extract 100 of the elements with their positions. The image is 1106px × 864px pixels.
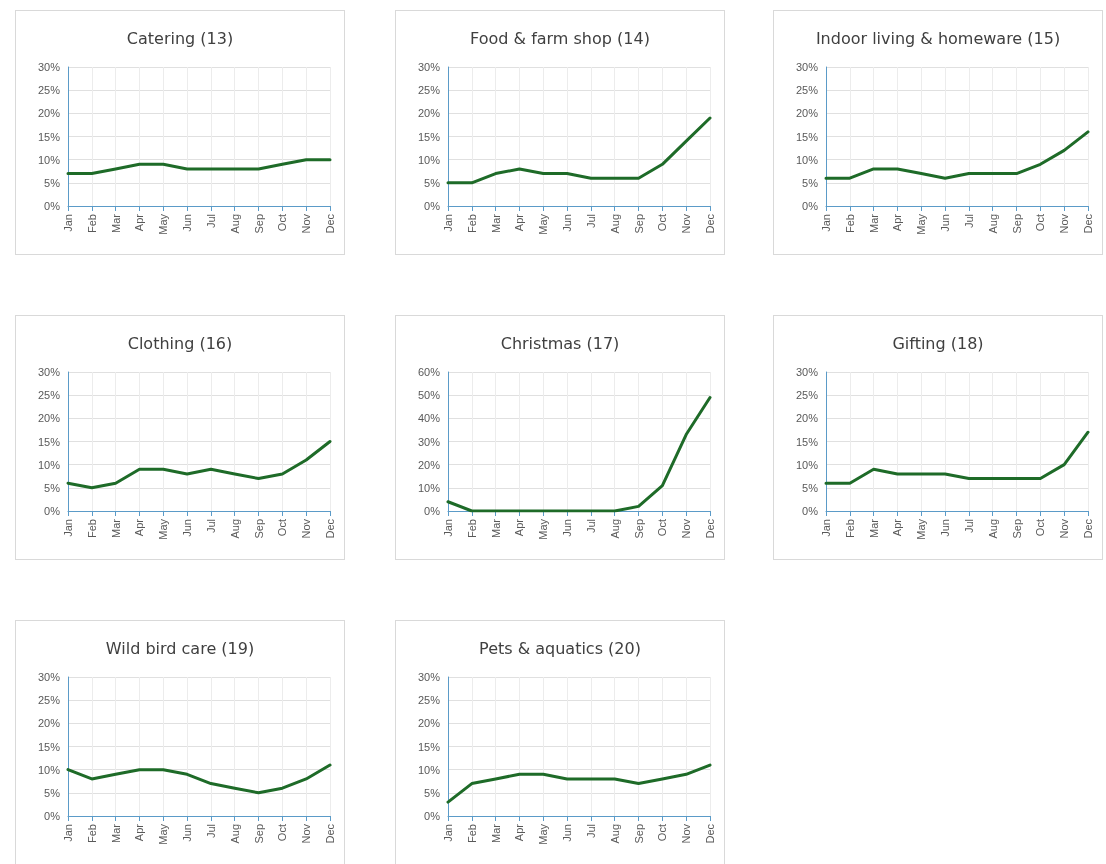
y-tick-label: 0% [424, 810, 441, 822]
x-tick-label: Mar [489, 823, 502, 843]
x-tick-label: Aug [608, 519, 621, 539]
x-tick-label: Jun [561, 824, 574, 842]
x-tick-label: Feb [85, 824, 98, 843]
y-tick-label: 5% [424, 786, 441, 799]
y-tick-label: 15% [417, 130, 441, 143]
x-tick-label: Dec [324, 518, 336, 539]
x-tick-label: Jun [181, 519, 194, 537]
x-tick-label: Jun [561, 519, 574, 537]
x-tick-label: Aug [608, 824, 621, 844]
x-tick-label: Nov [300, 213, 313, 234]
y-tick-label: 0% [802, 505, 819, 517]
y-tick-label: 25% [37, 389, 61, 402]
line-series [66, 763, 332, 795]
x-tick-label: Nov [680, 823, 693, 844]
x-tick-label: Sep [632, 824, 645, 844]
y-tick-label: 15% [37, 130, 61, 143]
y-tick-label: 20% [417, 458, 441, 471]
x-tick-label: Jun [181, 824, 194, 842]
y-tick-label: 0% [44, 810, 61, 822]
y-tick-label: 10% [37, 153, 61, 166]
x-tick-label: Jan [442, 824, 454, 842]
x-tick-label: Apr [891, 518, 904, 537]
chart-title: Indoor living & homeware (15) [815, 28, 1061, 48]
x-tick-label: Dec [704, 213, 716, 234]
y-tick-label: 10% [37, 458, 61, 471]
x-tick-label: Aug [228, 519, 241, 539]
x-tick-label: Nov [680, 213, 693, 234]
y-tick-label: 30% [37, 61, 61, 73]
line-series [446, 763, 712, 804]
y-tick-label: 25% [795, 84, 819, 97]
x-tick-label: May [157, 823, 170, 845]
line-series [446, 116, 712, 185]
x-tick-label: Aug [608, 214, 621, 234]
x-tick-label: Jul [962, 214, 975, 229]
y-tick-label: 5% [44, 786, 61, 799]
y-tick-label: 0% [424, 505, 441, 517]
x-tick-label: Jan [820, 519, 832, 537]
x-tick-label: Feb [843, 214, 856, 233]
y-tick-label: 10% [795, 458, 819, 471]
x-tick-label: Feb [465, 214, 478, 233]
y-tick-label: 0% [802, 200, 819, 212]
x-tick-label: Jan [820, 214, 832, 232]
y-tick-label: 30% [417, 61, 441, 73]
line-series [66, 158, 332, 176]
y-tick-label: 25% [795, 389, 819, 402]
x-tick-label: Aug [228, 214, 241, 234]
x-tick-label: Feb [843, 519, 856, 538]
x-tick-label: Jul [204, 519, 217, 534]
y-tick-label: 25% [37, 84, 61, 97]
y-tick-label: 10% [417, 763, 441, 776]
y-tick-label: 15% [417, 740, 441, 753]
line-series [824, 130, 1090, 180]
chart-title: Gifting (18) [892, 333, 984, 353]
x-tick-label: Oct [1034, 214, 1047, 232]
x-tick-label: Jan [442, 519, 454, 537]
x-tick-label: Aug [986, 214, 999, 234]
x-tick-label: Sep [632, 214, 645, 234]
x-tick-label: Apr [133, 823, 146, 842]
x-tick-label: May [915, 518, 928, 540]
x-tick-label: Dec [324, 213, 336, 234]
x-tick-label: Apr [513, 823, 526, 842]
x-tick-label: May [915, 213, 928, 235]
y-tick-label: 25% [37, 694, 61, 707]
x-tick-label: Sep [252, 519, 265, 539]
y-tick-label: 20% [795, 107, 819, 120]
x-tick-label: Jul [584, 824, 597, 839]
y-tick-label: 15% [37, 740, 61, 753]
x-tick-label: Oct [656, 214, 669, 232]
x-tick-label: Sep [1010, 214, 1023, 234]
y-tick-label: 5% [424, 176, 441, 189]
x-tick-label: Mar [489, 518, 502, 538]
y-tick-label: 40% [417, 412, 441, 425]
chart-title: Wild bird care (19) [105, 638, 255, 658]
x-tick-label: Nov [680, 518, 693, 539]
y-tick-label: 60% [417, 366, 441, 378]
y-tick-label: 30% [795, 61, 819, 73]
y-tick-label: 20% [37, 717, 61, 730]
x-tick-label: May [537, 518, 550, 540]
y-tick-label: 10% [795, 153, 819, 166]
x-tick-label: Apr [891, 213, 904, 232]
y-tick-label: 20% [795, 412, 819, 425]
x-tick-label: Jun [939, 519, 952, 537]
x-tick-label: Oct [276, 519, 289, 537]
y-tick-label: 30% [37, 671, 61, 683]
x-tick-label: Dec [704, 823, 716, 844]
x-tick-label: Sep [252, 824, 265, 844]
chart-title: Pets & aquatics (20) [479, 638, 641, 658]
y-tick-label: 5% [44, 176, 61, 189]
x-tick-label: Jan [62, 824, 74, 842]
y-tick-label: 20% [37, 412, 61, 425]
x-tick-label: Sep [632, 519, 645, 539]
x-tick-label: Oct [276, 214, 289, 232]
x-tick-label: Feb [85, 214, 98, 233]
x-tick-label: Mar [109, 213, 122, 233]
y-tick-label: 5% [802, 176, 819, 189]
chart-title: Clothing (16) [127, 333, 233, 353]
line-series [824, 430, 1090, 485]
x-tick-label: Jan [442, 214, 454, 232]
